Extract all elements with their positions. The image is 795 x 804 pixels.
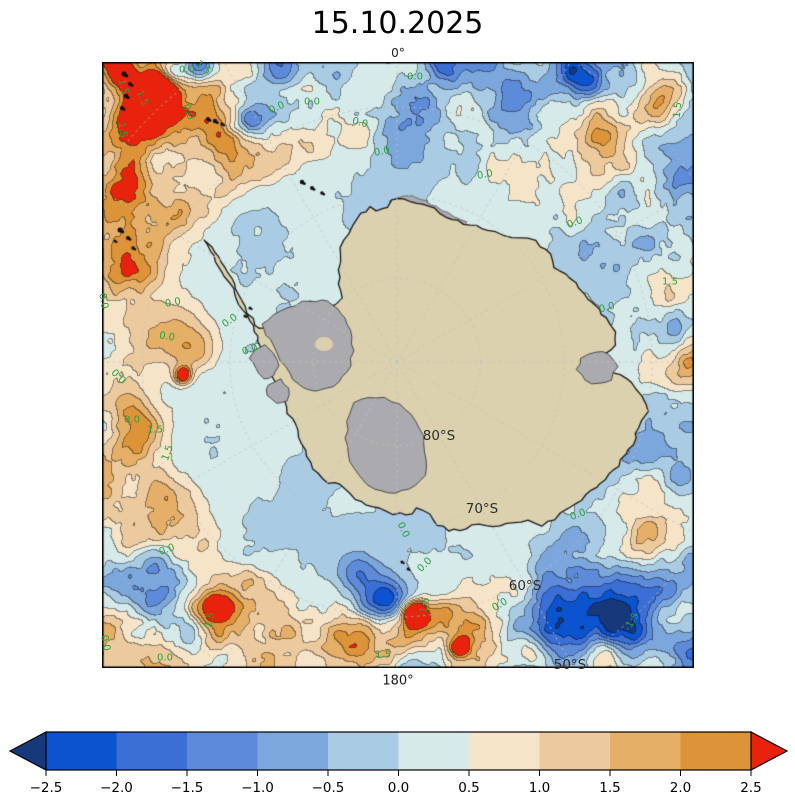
colorbar-segment [187,732,258,770]
colorbar-tick-label: 1.0 [529,780,550,796]
colorbar-segment [116,732,188,770]
colorbar-tick-label: 1.5 [599,780,620,796]
colorbar-segment [398,732,470,770]
meridian-label-180: 180° [382,673,414,689]
contour-value-label: 0.0 [407,71,423,83]
plot-title: 15.10.2025 [311,6,484,41]
colorbar-tick-label: −2.5 [30,780,63,796]
colorbar-segment [257,732,329,770]
contour-value-label: 0.0 [304,96,320,108]
contour-value-label: 0.0 [179,64,195,76]
colorbar-tick-label: −2.0 [100,780,133,796]
meridian-label-0: 0° [391,46,405,60]
colorbar: −2.5 −2.0 −1.5 −1.0 −0.5 0.0 0.5 1.0 1.5 2.0 2.5 [0,724,795,804]
map-canvas [102,62,694,668]
colorbar-segment [469,732,540,770]
colorbar-segment [328,732,399,770]
colorbar-tick-label: −1.5 [171,780,204,796]
colorbar-tick-label: 0.0 [388,780,409,796]
contour-value-label: 1.5 [147,424,163,436]
colorbar-tick-label: −1.0 [241,780,274,796]
colorbar-segment [610,732,681,770]
map-panel: 80°S 70°S 60°S 50°S 1.5 1.5 1.5 0.0 1.5 0.0 0.0 0.0… [96,59,694,673]
colorbar-tick-label: 2.0 [670,780,691,796]
latitude-label: 80°S [422,428,456,444]
colorbar-tick-label: −0.5 [312,780,345,796]
colorbar-svg: −2.5 −2.0 −1.5 −1.0 −0.5 0.0 0.5 1.0 1.5 2.0 2.5 [8,731,789,796]
contour-value-label: 0.0 [157,652,173,664]
colorbar-tick-label: 2.5 [740,780,761,796]
colorbar-tick-label: 0.5 [458,780,479,796]
contour-value-label: 1.5 [671,101,685,119]
contour-value-label: 1.5 [375,649,391,661]
colorbar-segment [539,732,611,770]
latitude-label: 50°S [553,657,587,673]
latitude-label: 70°S [465,501,499,517]
colorbar-under-arrow [8,731,47,771]
contour-value-label: 1.5 [662,276,678,288]
colorbar-over-arrow [750,731,789,771]
latitude-label: 60°S [508,578,542,594]
colorbar-segment [46,732,117,770]
contour-value-label: 0.0 [124,414,140,426]
colorbar-segment [680,732,752,770]
